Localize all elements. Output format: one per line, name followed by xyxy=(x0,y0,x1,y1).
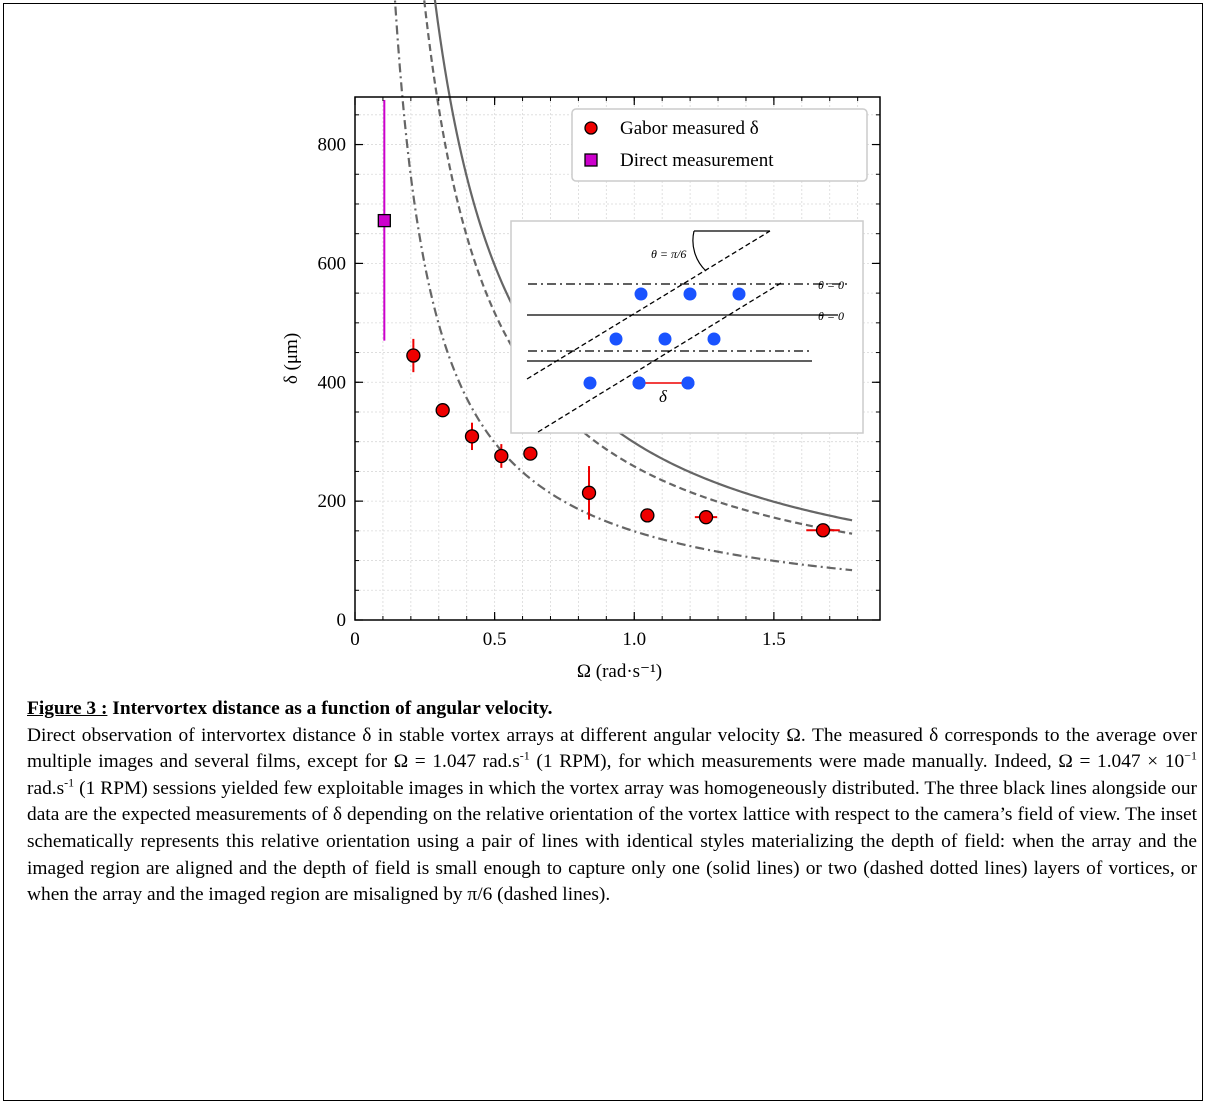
caption-text-4: (1 RPM) sessions yielded few exploitable… xyxy=(27,777,1197,906)
data-point-gabor xyxy=(435,403,450,418)
inset-theta-label: θ = 0 xyxy=(818,278,844,292)
y-tick-label: 200 xyxy=(318,491,347,512)
caption-text-2: (1 RPM), for which measurements were mad… xyxy=(529,751,1185,773)
data-point-direct xyxy=(377,213,391,228)
figure-caption: Figure 3 : Intervortex distance as a fun… xyxy=(27,696,1197,909)
caption-body: Direct observation of intervortex distan… xyxy=(27,723,1197,909)
data-point-gabor xyxy=(406,348,421,363)
inset-theta-label: θ = 0 xyxy=(818,309,844,323)
y-axis-label: δ (μm) xyxy=(281,333,302,384)
inset-angle-label: θ = π/6 xyxy=(651,247,686,261)
plot-frame xyxy=(354,96,881,621)
caption-title-line: Figure 3 : Intervortex distance as a fun… xyxy=(27,696,1197,723)
y-tick-label: 600 xyxy=(318,253,347,274)
legend-box xyxy=(571,108,868,182)
caption-label: Figure 3 : xyxy=(27,698,108,719)
caption-sup-3: -1 xyxy=(64,775,75,790)
inset-delta-label: δ xyxy=(659,387,668,406)
caption-title: Intervortex distance as a function of an… xyxy=(107,698,553,719)
data-point-gabor xyxy=(464,429,480,444)
inset-vortex-dot xyxy=(681,376,695,390)
inset-vortex-dot xyxy=(632,376,646,390)
inset-vortex-dot xyxy=(634,287,648,301)
x-tick-label: 1.5 xyxy=(762,629,786,650)
inset-vortex-dot xyxy=(732,287,746,301)
inset-vortex-dot xyxy=(658,332,672,346)
data-point-gabor xyxy=(698,510,714,525)
x-axis-label: Ω (rad·s⁻¹) xyxy=(577,661,662,682)
inset-vortex-dot xyxy=(609,332,623,346)
chart-svg: θ = π/6 θ = 0 θ = 0 δ 0 0.5 1.0 1.5 0 200 400 600 8… xyxy=(281,0,881,682)
legend-label-direct: Direct measurement xyxy=(620,150,774,171)
legend-marker-gabor xyxy=(584,121,598,135)
legend: Gabor measured δ Direct measurement xyxy=(571,108,868,182)
y-tick-label: 400 xyxy=(318,372,347,393)
inset-vortex-dot xyxy=(583,376,597,390)
inset-angle-arc xyxy=(692,230,707,272)
y-tick-label: 0 xyxy=(337,610,347,631)
curve-dashed xyxy=(423,0,853,535)
data-point-gabor xyxy=(581,485,597,500)
x-tick-label: 0.5 xyxy=(483,629,507,650)
y-tick-label: 800 xyxy=(318,135,347,156)
inset-schematic: θ = π/6 θ = 0 θ = 0 δ xyxy=(510,220,864,434)
caption-text-3: rad.s xyxy=(27,777,65,799)
caption-sup-1: -1 xyxy=(519,748,530,763)
inset-frame xyxy=(510,220,864,434)
data-point-gabor xyxy=(494,448,509,464)
axes: 0 0.5 1.0 1.5 0 200 400 600 800 Ω (rad·s⁻¹) δ (μm) xyxy=(281,96,881,682)
caption-sup-2: −1 xyxy=(1184,748,1197,763)
data-points xyxy=(377,99,840,538)
curve-dashdot xyxy=(393,0,853,572)
inset-vortex-dot xyxy=(707,332,721,346)
legend-marker-direct xyxy=(584,153,598,167)
caption-text-1: Direct observation of intervortex distan… xyxy=(27,724,1197,773)
figure-frame xyxy=(3,3,1203,1101)
data-point-gabor xyxy=(523,446,538,461)
legend-label-gabor: Gabor measured δ xyxy=(620,118,759,139)
data-point-gabor xyxy=(815,523,831,538)
x-tick-label: 0 xyxy=(350,629,360,650)
data-point-gabor xyxy=(640,508,655,523)
x-tick-label: 1.0 xyxy=(622,629,646,650)
inset-vortex-dot xyxy=(683,287,697,301)
